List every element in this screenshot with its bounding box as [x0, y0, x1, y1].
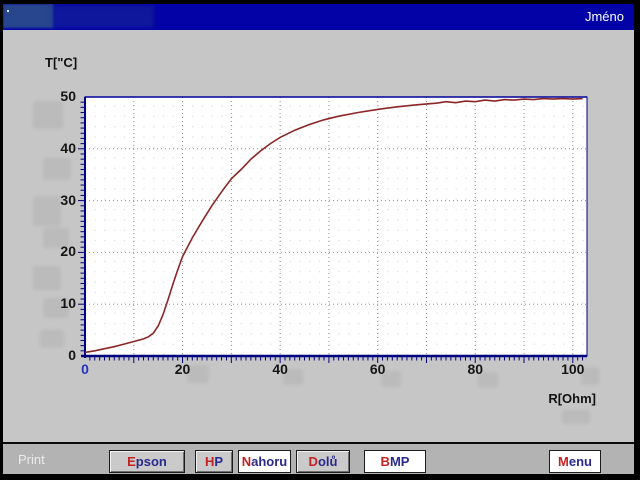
ghost-artifact [283, 369, 303, 385]
y-tick-label: 50 [60, 88, 76, 104]
ghost-artifact [40, 330, 64, 348]
temperature-resistance-chart [78, 96, 588, 363]
y-tick-label: 10 [60, 295, 76, 312]
ghost-artifact [381, 371, 401, 387]
pixel-artifact [7, 10, 9, 12]
title-bar: Jméno [3, 4, 634, 30]
ghost-artifact [33, 101, 63, 129]
x-tick-label: 20 [174, 361, 191, 377]
ghost-artifact [581, 367, 599, 385]
bmp-label: MP [389, 454, 410, 469]
x-tick-label: 0 [81, 361, 89, 377]
hp-hotkey: H [204, 454, 215, 469]
x-tick-label: 60 [369, 361, 386, 377]
ghost-artifact [43, 298, 69, 318]
menu-hotkey: M [558, 454, 569, 469]
epson-label: pson [135, 454, 167, 469]
print-label: Print [18, 452, 45, 467]
title-ghost-artifact [3, 4, 53, 28]
hp-label: P [214, 454, 224, 469]
x-axis-title: R[Ohm] [548, 391, 596, 406]
ghost-artifact [33, 266, 61, 290]
ghost-artifact [187, 365, 209, 383]
bmp-hotkey: B [380, 454, 390, 469]
x-tick-label: 40 [272, 361, 288, 377]
bmp-button[interactable]: B MP [364, 450, 426, 473]
ghost-artifact [43, 158, 71, 180]
dolu-label: olů [317, 454, 338, 469]
x-tick-label: 80 [467, 361, 484, 377]
menu-label: enu [568, 454, 592, 469]
heating-curve [84, 97, 583, 354]
y-tick-label: 0 [68, 347, 76, 363]
ghost-artifact [43, 228, 69, 248]
epson-hotkey: E [127, 454, 136, 469]
y-tick-label: 20 [60, 243, 76, 260]
ghost-artifact [562, 410, 590, 424]
nahoru-label: ahoru [251, 454, 288, 469]
dolu-hotkey: D [308, 454, 318, 469]
y-tick-label: 40 [60, 139, 76, 156]
ghost-artifact [33, 196, 61, 226]
y-tick-label: 30 [60, 191, 76, 208]
y-axis-title: T["C] [45, 55, 78, 70]
x-tick-label: 100 [561, 361, 585, 377]
window-name-label: Jméno [584, 9, 624, 24]
nahoru-hotkey: N [241, 454, 252, 469]
ghost-artifact [478, 372, 498, 388]
title-ghost-artifact [49, 5, 154, 28]
